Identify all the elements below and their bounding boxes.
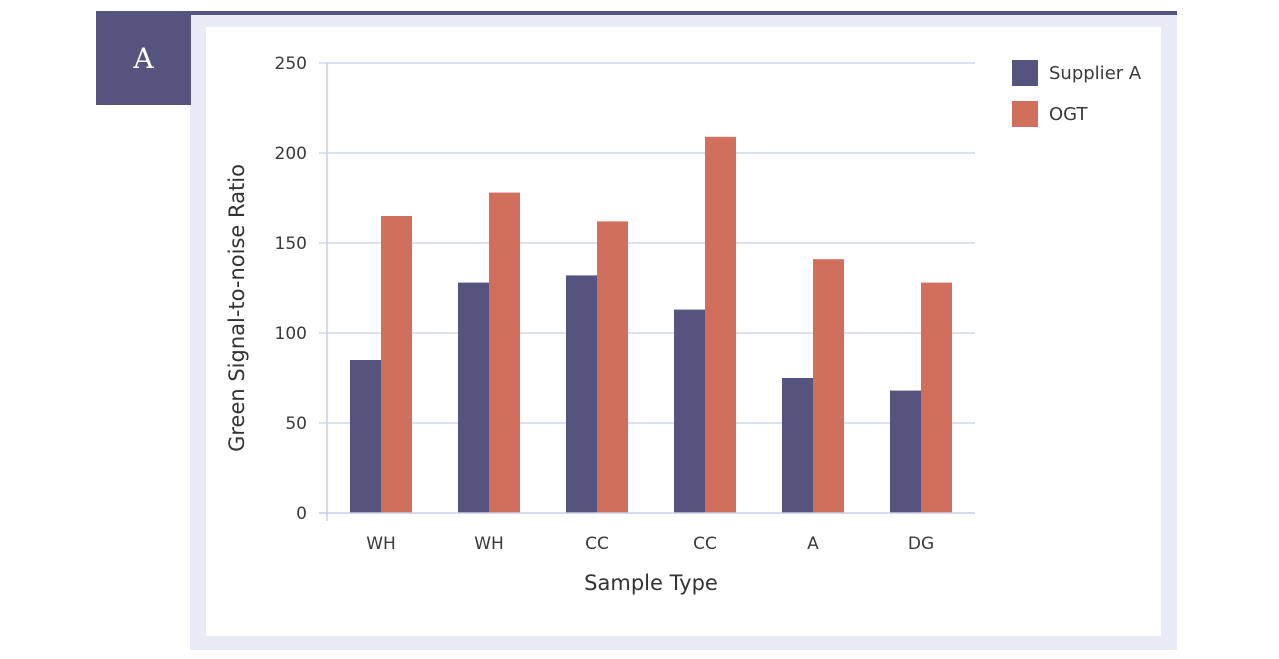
- y-tick-label: 200: [275, 144, 307, 164]
- legend-swatch: [1012, 101, 1038, 127]
- x-tick-label: A: [807, 534, 819, 554]
- y-tick-label: 250: [275, 54, 307, 74]
- bar-ogt: [489, 192, 520, 513]
- legend-swatch: [1012, 60, 1038, 86]
- y-tick-label: 150: [275, 234, 307, 254]
- legend-label: OGT: [1049, 104, 1088, 125]
- x-tick-label: WH: [366, 534, 396, 554]
- legend-label: Supplier A: [1049, 63, 1142, 84]
- x-axis-ticks: WH WH CC CC A DG: [366, 534, 934, 554]
- y-tick-label: 50: [285, 414, 307, 434]
- bar-ogt: [813, 259, 844, 513]
- bar-supplier-a: [890, 390, 921, 513]
- x-axis-title: Sample Type: [584, 571, 718, 595]
- x-tick-label: DG: [908, 534, 934, 554]
- legend: Supplier A OGT: [1012, 60, 1142, 127]
- x-tick-label: WH: [474, 534, 504, 554]
- bar-ogt: [381, 216, 412, 513]
- x-tick-label: CC: [693, 534, 717, 554]
- y-axis-title: Green Signal-to-noise Ratio: [225, 164, 249, 452]
- gridlines: [327, 62, 975, 424]
- bar-supplier-a: [458, 282, 489, 513]
- bars: [350, 136, 952, 514]
- bar-ogt: [921, 282, 952, 513]
- bar-supplier-a: [566, 275, 597, 513]
- y-tick-label: 0: [296, 504, 307, 524]
- bar-ogt: [597, 221, 628, 513]
- x-tick-label: CC: [585, 534, 609, 554]
- panel-label-badge: A: [96, 11, 191, 105]
- bar-supplier-a: [674, 309, 705, 513]
- bar-supplier-a: [350, 360, 381, 513]
- y-axis-ticks: 0 50 100 150 200 250: [275, 54, 327, 524]
- bar-ogt: [705, 136, 736, 514]
- bar-supplier-a: [782, 378, 813, 513]
- y-tick-label: 100: [275, 324, 307, 344]
